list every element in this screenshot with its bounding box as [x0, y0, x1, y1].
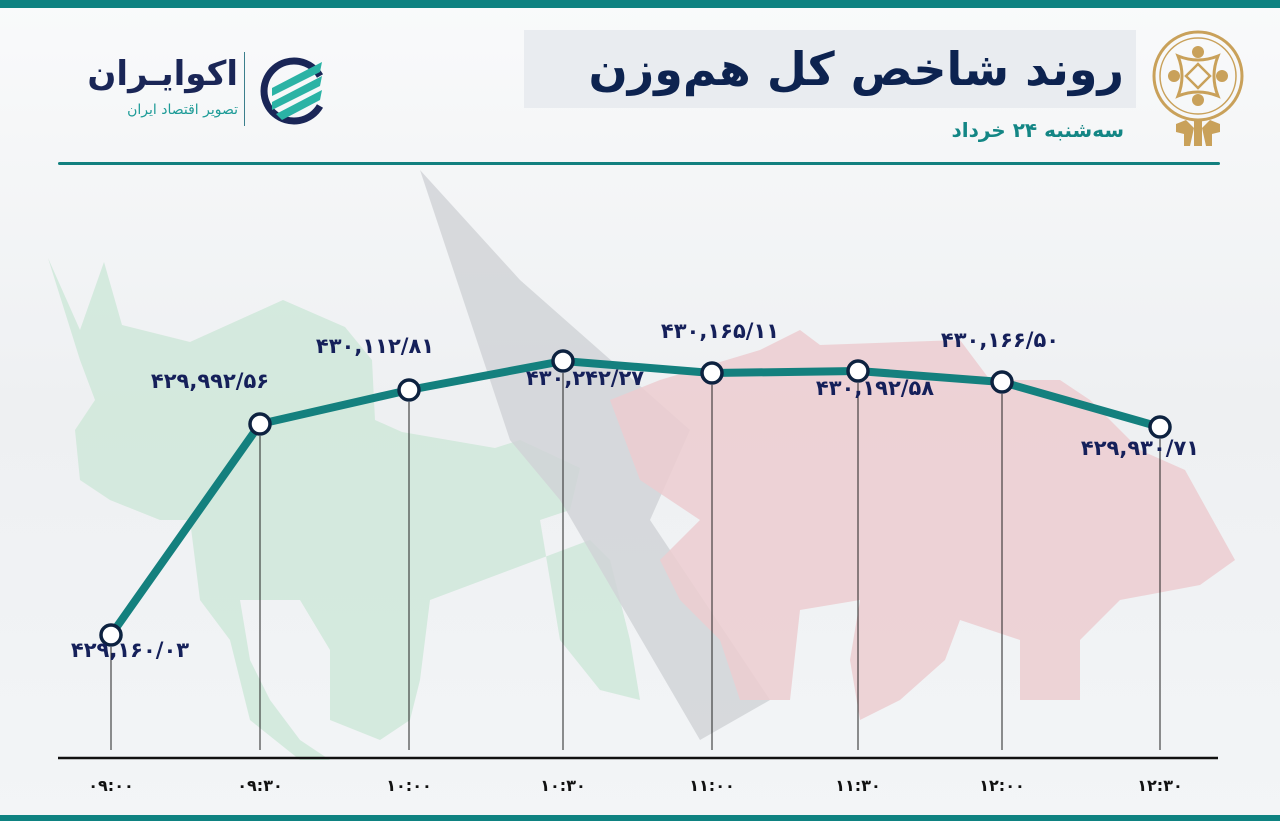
data-markers	[99, 349, 1172, 647]
data-point-label: ۴۲۹,۱۶۰/۰۳	[70, 638, 190, 662]
data-point-label: ۴۳۰,۱۶۵/۱۱	[660, 319, 780, 343]
x-tick-label: ۱۰:۰۰	[386, 776, 432, 795]
stock-exchange-emblem-icon	[1152, 30, 1244, 146]
brand-name: اکوایـران	[87, 54, 238, 94]
ecoiran-logo-icon	[260, 57, 324, 125]
x-tick-label: ۱۰:۳۰	[540, 776, 586, 795]
data-point-label: ۴۳۰,۱۹۲/۵۸	[815, 376, 935, 400]
vertical-guides	[110, 373, 1161, 750]
x-tick-label: ۱۲:۰۰	[979, 776, 1025, 795]
data-point-marker	[248, 412, 272, 436]
brand-block: اکوایـران تصویر اقتصاد ایران	[72, 50, 342, 130]
data-point-marker	[700, 361, 724, 385]
bull-silhouette-icon	[48, 258, 640, 760]
data-point-marker	[551, 349, 575, 373]
data-point-label: ۴۲۹,۹۹۲/۵۶	[150, 369, 270, 393]
title-banner: روند شاخص کل هم‌وزن	[524, 30, 1136, 108]
series-line	[107, 357, 1164, 639]
data-point-label: ۴۳۰,۱۶۶/۵۰	[940, 328, 1060, 352]
data-point-marker	[99, 623, 123, 647]
x-tick-label: ۱۱:۳۰	[835, 776, 881, 795]
x-tick-label: ۰۹:۳۰	[237, 776, 283, 795]
data-point-marker	[397, 378, 421, 402]
x-tick-label: ۰۹:۰۰	[88, 776, 134, 795]
top-accent-bar	[0, 0, 1280, 8]
data-point-marker	[1148, 415, 1172, 439]
page-title: روند شاخص کل هم‌وزن	[588, 42, 1125, 96]
bottom-accent-bar	[0, 815, 1280, 821]
date-subtitle: سه‌شنبه ۲۴ خرداد	[951, 118, 1124, 142]
data-point-marker	[846, 359, 870, 383]
data-point-label: ۴۳۰,۱۱۲/۸۱	[315, 334, 435, 358]
data-point-label: ۴۳۰,۲۴۲/۲۷	[525, 366, 645, 390]
data-point-label: ۴۲۹,۹۳۰/۷۱	[1080, 436, 1200, 460]
brand-tagline: تصویر اقتصاد ایران	[127, 102, 238, 118]
x-tick-label: ۱۲:۳۰	[1137, 776, 1183, 795]
x-tick-label: ۱۱:۰۰	[689, 776, 735, 795]
brand-divider	[244, 52, 245, 126]
header-divider	[58, 162, 1220, 165]
bear-silhouette-icon	[610, 330, 1235, 720]
data-point-marker	[990, 370, 1014, 394]
